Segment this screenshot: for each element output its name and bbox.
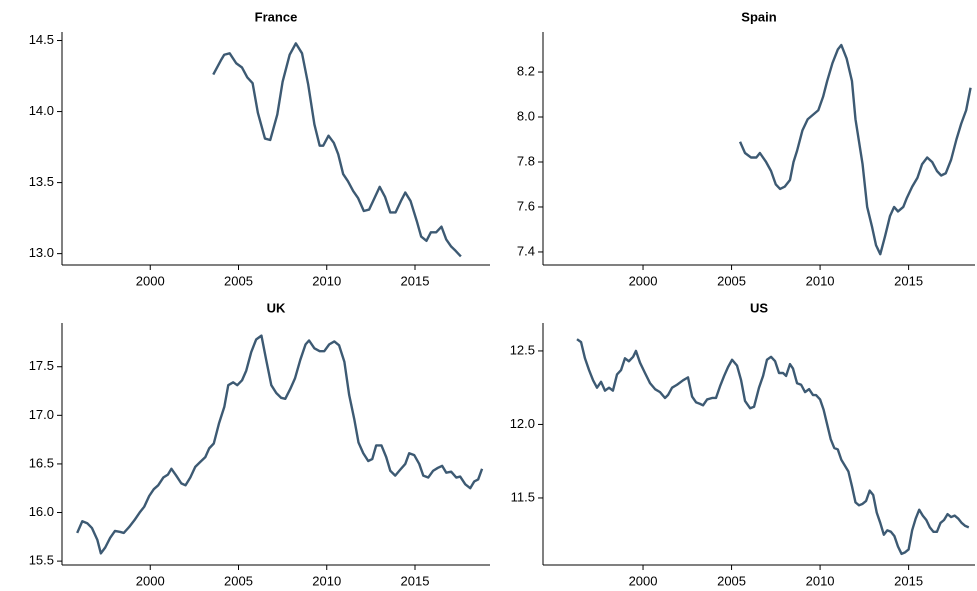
y-tick-label: 8.2 — [517, 63, 535, 78]
x-tick-label: 2015 — [401, 273, 430, 288]
y-tick-label: 11.5 — [511, 489, 535, 504]
y-tick-label: 12.5 — [510, 342, 535, 357]
y-tick-label: 7.4 — [517, 243, 535, 258]
x-tick-label: 2015 — [894, 273, 923, 288]
panel-title: US — [750, 300, 768, 315]
y-tick-label: 17.5 — [29, 358, 54, 373]
panel-title: Spain — [741, 9, 776, 24]
x-tick-label: 2015 — [894, 573, 923, 588]
data-line — [738, 43, 972, 256]
x-tick-label: 2005 — [224, 273, 253, 288]
y-tick-label: 16.0 — [29, 504, 54, 519]
data-line — [576, 338, 970, 556]
x-tick-label: 2005 — [224, 573, 253, 588]
y-tick-label: 15.5 — [29, 553, 54, 568]
panel-title: France — [255, 9, 298, 24]
x-tick-label: 2010 — [312, 573, 341, 588]
y-tick-label: 7.8 — [517, 153, 535, 168]
x-tick-label: 2010 — [806, 573, 835, 588]
y-tick-label: 13.0 — [29, 245, 54, 260]
x-tick-label: 2015 — [401, 573, 430, 588]
x-tick-label: 2000 — [136, 273, 165, 288]
y-tick-label: 8.0 — [517, 108, 535, 123]
x-tick-label: 2010 — [312, 273, 341, 288]
data-line — [76, 334, 484, 555]
y-tick-label: 13.5 — [29, 174, 54, 189]
x-tick-label: 2000 — [629, 273, 658, 288]
data-line — [212, 42, 462, 258]
x-tick-label: 2005 — [717, 273, 746, 288]
y-tick-label: 14.5 — [29, 32, 54, 47]
y-tick-label: 12.0 — [510, 416, 535, 431]
y-tick-label: 7.6 — [517, 198, 535, 213]
y-tick-label: 16.5 — [29, 455, 54, 470]
y-tick-label: 17.0 — [29, 407, 54, 422]
x-tick-label: 2000 — [136, 573, 165, 588]
x-tick-label: 2005 — [717, 573, 746, 588]
panel-title: UK — [267, 300, 286, 315]
y-tick-label: 14.0 — [29, 103, 54, 118]
x-tick-label: 2010 — [806, 273, 835, 288]
x-tick-label: 2000 — [629, 573, 658, 588]
